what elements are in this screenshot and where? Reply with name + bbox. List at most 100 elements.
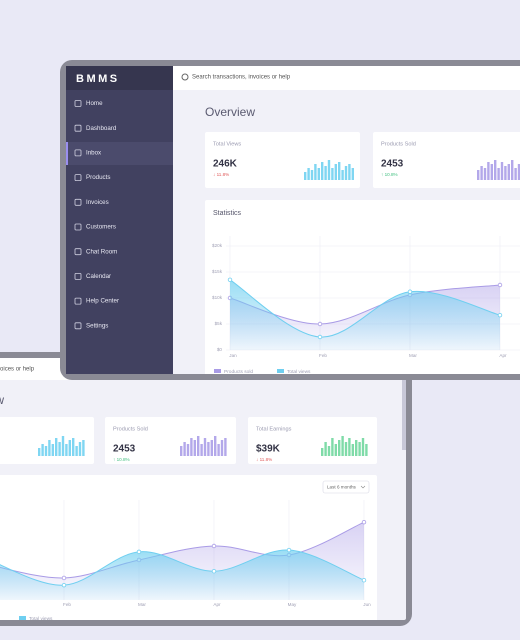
top-screen: BMMS Search transactions, invoices or hel… — [66, 66, 520, 375]
x-tick-label: Mar — [138, 602, 146, 607]
spark-bar — [338, 162, 341, 180]
legend-swatch — [19, 616, 26, 620]
spark-bar — [310, 170, 314, 180]
spark-bar — [190, 438, 193, 456]
sidebar — [66, 66, 173, 374]
nav-icon — [74, 248, 82, 256]
nav-item[interactable]: Calendar — [86, 273, 111, 280]
series-point — [361, 578, 367, 583]
scrollbar — [402, 380, 406, 450]
series-line — [0, 549, 365, 586]
search-placeholder: Search transactions, invoices or help — [0, 367, 35, 373]
nav-active — [66, 142, 173, 165]
series-point — [317, 321, 323, 327]
spark-bar — [203, 438, 207, 456]
spark-bar — [487, 162, 490, 180]
spark-bar — [477, 170, 480, 180]
series-area — [230, 279, 500, 350]
spark-bar — [307, 168, 310, 180]
x-tick-label: Feb — [319, 353, 327, 358]
spark-bar — [348, 438, 351, 456]
nav-item[interactable]: Products — [86, 174, 110, 181]
spark-bar — [483, 168, 487, 180]
spark-bar — [321, 448, 324, 456]
spark-bar — [351, 168, 354, 180]
series-point — [407, 289, 413, 294]
nav-item[interactable]: Chat Room — [86, 248, 117, 255]
search-bar — [173, 66, 520, 90]
spark-bar — [514, 168, 517, 180]
nav-icon — [74, 272, 82, 280]
series-point — [211, 543, 217, 549]
card-delta: ↑ 10.8% — [381, 172, 398, 177]
spark-bar — [331, 438, 334, 456]
stat-card — [0, 417, 94, 464]
x-tick-label: Mar — [409, 353, 417, 358]
nav-item[interactable]: Settings — [86, 322, 108, 329]
series-point — [211, 569, 217, 574]
spark-bar — [331, 168, 334, 180]
card-delta: ↓ 11.8% — [213, 172, 229, 177]
series-point — [136, 549, 142, 555]
legend-swatch — [277, 369, 284, 373]
brand-bar — [66, 66, 173, 90]
spark-bar — [358, 442, 361, 456]
nav-icon — [74, 124, 82, 132]
legend-label: Total views — [287, 369, 311, 375]
spark-bar — [517, 164, 520, 180]
legend-label: Products sold — [224, 369, 253, 375]
spark-bar — [82, 440, 85, 456]
range-button[interactable] — [322, 480, 370, 494]
card-title: Total Views — [213, 141, 241, 147]
card-value: 2453 — [381, 159, 404, 170]
series-line — [0, 521, 365, 579]
y-tick-label: $10k — [212, 295, 223, 300]
spark-bar — [314, 164, 317, 180]
page-heading: Overview — [0, 393, 4, 407]
nav-item[interactable]: Inbox — [86, 150, 102, 157]
spark-bar — [341, 436, 344, 456]
spark-bar — [344, 166, 348, 180]
card-value: 2453 — [113, 444, 136, 455]
nav-icon — [74, 223, 82, 231]
spark-bar — [334, 444, 337, 456]
x-tick-label: Jan — [229, 353, 237, 358]
spark-bar — [224, 438, 227, 456]
x-tick-label: May — [288, 602, 297, 607]
nav-item[interactable]: Home — [86, 100, 103, 107]
card-title: Total Earnings — [256, 426, 292, 432]
card-delta: ↑ 10.8% — [113, 457, 130, 462]
nav-item[interactable]: Customers — [86, 224, 116, 231]
spark-bar — [65, 444, 68, 456]
nav-item[interactable]: Invoices — [86, 199, 109, 206]
spark-bar — [220, 440, 224, 456]
spark-bar — [490, 164, 493, 180]
spark-bar — [72, 438, 75, 456]
spark-bar — [180, 446, 183, 456]
spark-bar — [504, 166, 507, 180]
range-button-label[interactable]: Last 6 months — [327, 485, 357, 490]
card-value: $39K — [256, 444, 281, 455]
nav-item[interactable]: Dashboard — [86, 125, 117, 132]
nav-icon — [74, 174, 82, 182]
y-tick-label: $5k — [215, 321, 223, 326]
nav-icon — [74, 100, 82, 107]
x-tick-label: Apr — [499, 353, 507, 358]
spark-bar — [361, 438, 365, 456]
spark-bar — [327, 160, 331, 180]
spark-bar — [511, 160, 514, 180]
nav-item[interactable]: Help Center — [86, 298, 119, 305]
spark-bar — [78, 442, 82, 456]
spark-bar — [193, 440, 196, 456]
search-icon — [181, 73, 189, 81]
spark-bar — [344, 442, 348, 456]
y-tick-label: $20k — [212, 243, 223, 248]
series-point — [497, 312, 503, 318]
spark-bar — [365, 444, 368, 456]
series-point — [227, 277, 233, 282]
nav-icon — [74, 297, 82, 305]
spark-bar — [324, 166, 327, 180]
stat-card — [105, 417, 236, 464]
series-point — [61, 575, 67, 581]
page-heading: Overview — [205, 105, 255, 119]
